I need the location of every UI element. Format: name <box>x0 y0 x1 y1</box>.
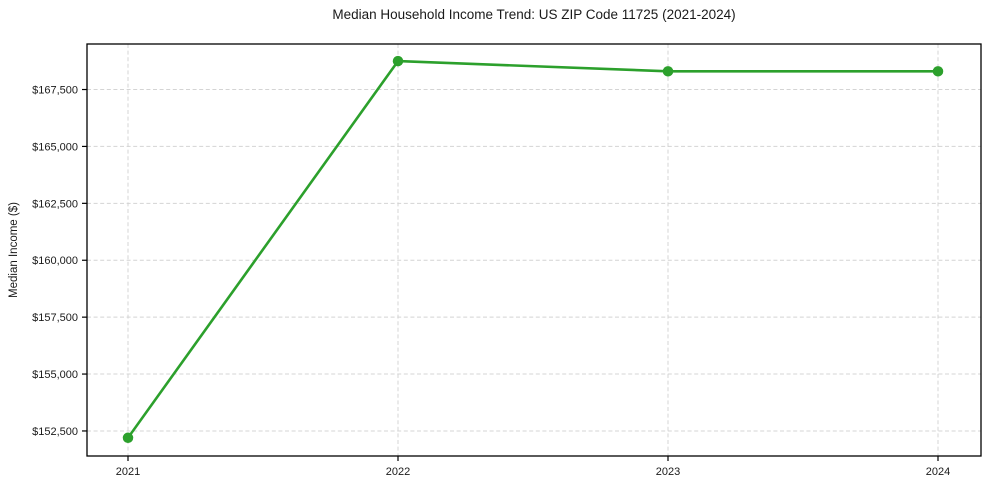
x-tick-label: 2021 <box>116 466 140 478</box>
x-tick-label: 2022 <box>386 466 410 478</box>
y-tick-label: $155,000 <box>32 369 78 381</box>
x-tick-label: 2024 <box>926 466 950 478</box>
y-tick-label: $160,000 <box>32 255 78 267</box>
data-point-2021 <box>122 432 134 444</box>
plot-border <box>86 43 982 457</box>
chart-title: Median Household Income Trend: US ZIP Co… <box>332 7 736 22</box>
y-tick-label: $165,000 <box>32 141 78 153</box>
data-point-2024 <box>932 66 944 77</box>
data-point-2022 <box>392 55 404 67</box>
y-tick-label: $157,500 <box>32 312 78 324</box>
data-point-2023 <box>662 66 674 77</box>
y-tick-label: $152,500 <box>32 426 78 438</box>
trend-line <box>126 59 940 440</box>
y-tick-label: $162,500 <box>32 198 78 210</box>
x-tick-label: 2023 <box>656 466 680 478</box>
y-tick-label: $167,500 <box>32 85 78 97</box>
